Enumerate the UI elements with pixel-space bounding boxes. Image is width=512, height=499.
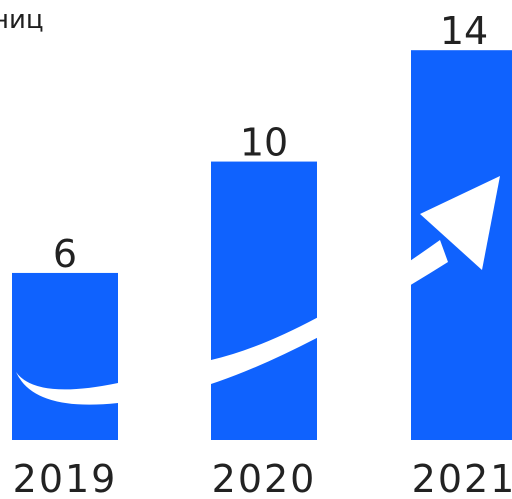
- value-label-2020: 10: [240, 121, 288, 165]
- chart-title: ниц: [0, 5, 44, 35]
- category-label-2021: 2021: [412, 457, 512, 499]
- category-label-2020: 2020: [212, 457, 317, 499]
- category-labels-group: 2019 2020 2021: [13, 457, 512, 499]
- value-label-2019: 6: [53, 232, 77, 276]
- bar-2020: [211, 162, 317, 440]
- category-label-2019: 2019: [13, 457, 118, 499]
- bar-2019: [12, 273, 118, 440]
- value-label-2021: 14: [440, 9, 488, 53]
